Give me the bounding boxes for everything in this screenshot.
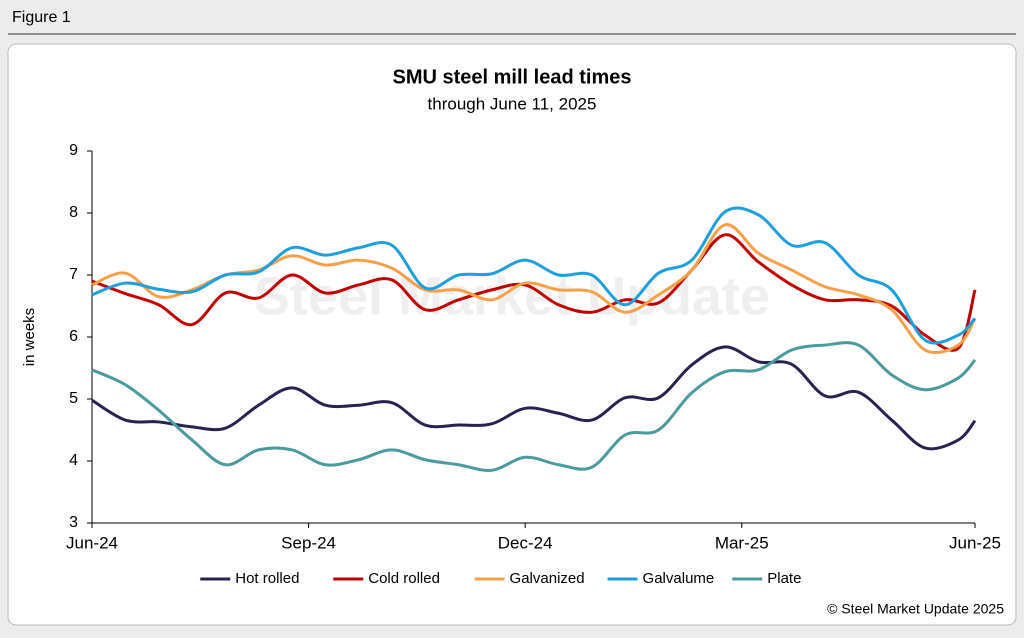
y-tick-label: 5 <box>69 390 78 407</box>
y-tick-label: 8 <box>69 204 78 221</box>
source: © Steel Market Update 2025 <box>827 601 1004 617</box>
x-tick-label: Dec-24 <box>498 533 553 552</box>
figure-label: Figure 1 <box>12 9 71 26</box>
x-tick-label: Jun-24 <box>66 533 118 552</box>
y-tick-label: 4 <box>69 452 78 469</box>
legend-label: Cold rolled <box>368 570 440 587</box>
series-line <box>91 206 977 345</box>
x-tick-label: Jun-25 <box>949 533 1001 552</box>
legend-label: Plate <box>767 570 801 587</box>
y-tick-label: 6 <box>69 328 78 345</box>
chart-title: SMU steel mill lead times <box>393 66 632 88</box>
watermark: Steel Market Update <box>254 266 770 326</box>
y-tick-label: 3 <box>69 514 78 531</box>
legend-label: Galvalume <box>643 570 715 587</box>
legend-label: Galvanized <box>510 570 585 587</box>
chart-subtitle: through June 11, 2025 <box>428 94 597 113</box>
legend-label: Hot rolled <box>235 570 299 587</box>
chart-panel <box>7 43 1017 626</box>
y-tick-label: 9 <box>69 142 78 159</box>
series-line <box>91 233 977 352</box>
y-tick-label: 7 <box>69 266 78 283</box>
y-axis-label: in weeks <box>21 308 38 366</box>
series-line <box>91 345 977 451</box>
x-tick-label: Mar-25 <box>715 533 769 552</box>
x-tick-label: Sep-24 <box>281 533 336 552</box>
series-line <box>91 341 977 472</box>
